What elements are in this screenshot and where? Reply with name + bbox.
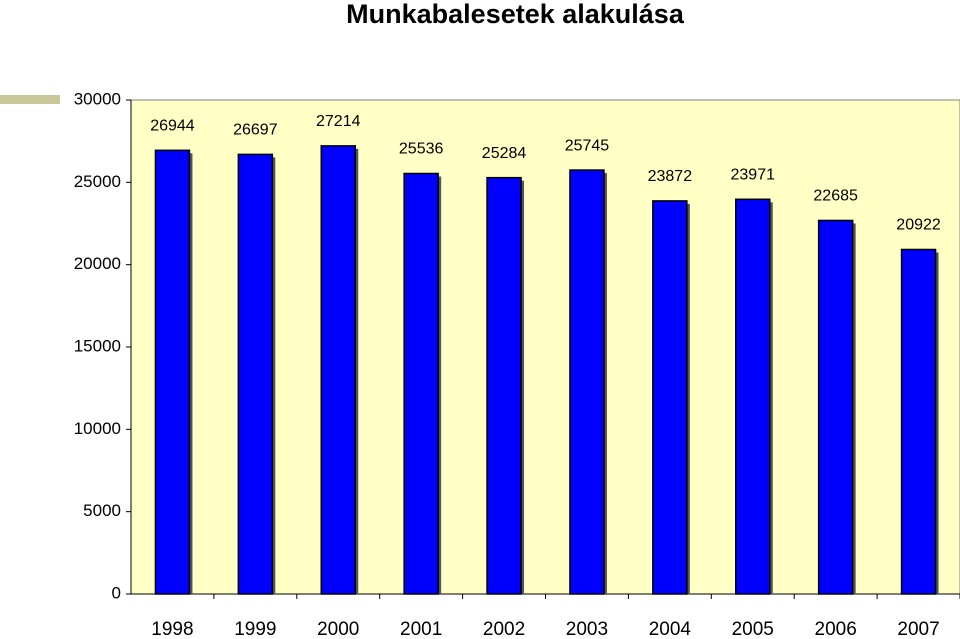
y-tick-label: 25000 [74, 172, 121, 191]
x-tick-label: 1998 [151, 619, 193, 639]
bar [237, 153, 274, 595]
x-tick-label: 2004 [649, 619, 692, 639]
x-tick-label: 2000 [317, 619, 359, 639]
value-label: 23971 [731, 166, 776, 183]
bar [900, 248, 937, 595]
y-tick-label: 15000 [74, 336, 121, 355]
value-label: 26697 [233, 122, 278, 139]
x-tick-label: 1999 [234, 619, 276, 639]
bar [320, 145, 356, 595]
x-tick-label: 2007 [897, 619, 939, 639]
bar [652, 200, 688, 595]
y-tick-label: 10000 [74, 419, 121, 438]
x-tick-label: 2005 [732, 619, 774, 639]
bar [569, 169, 605, 595]
y-tick-label: 0 [112, 583, 121, 602]
bar [735, 198, 771, 595]
y-tick-label: 30000 [74, 89, 121, 108]
bar [486, 176, 522, 595]
chart-title: Munkabalesetek alakulása [346, 0, 685, 29]
x-tick-label: 2003 [566, 619, 608, 639]
value-label: 23872 [648, 168, 693, 185]
bar [154, 149, 191, 595]
y-tick-label: 5000 [83, 501, 121, 520]
bar [403, 172, 439, 595]
value-label: 25536 [399, 141, 444, 158]
value-label: 20922 [896, 217, 941, 234]
x-tick-label: 2001 [400, 619, 442, 639]
value-label: 26944 [150, 118, 195, 135]
value-label: 25745 [565, 137, 610, 154]
bar [817, 219, 854, 595]
legend-swatch [0, 95, 60, 104]
value-label: 22685 [813, 188, 858, 205]
x-tick-label: 2002 [483, 619, 525, 639]
value-label: 27214 [316, 113, 361, 130]
x-tick-label: 2006 [815, 619, 857, 639]
y-tick-label: 20000 [74, 254, 121, 273]
value-label: 25284 [482, 145, 527, 162]
